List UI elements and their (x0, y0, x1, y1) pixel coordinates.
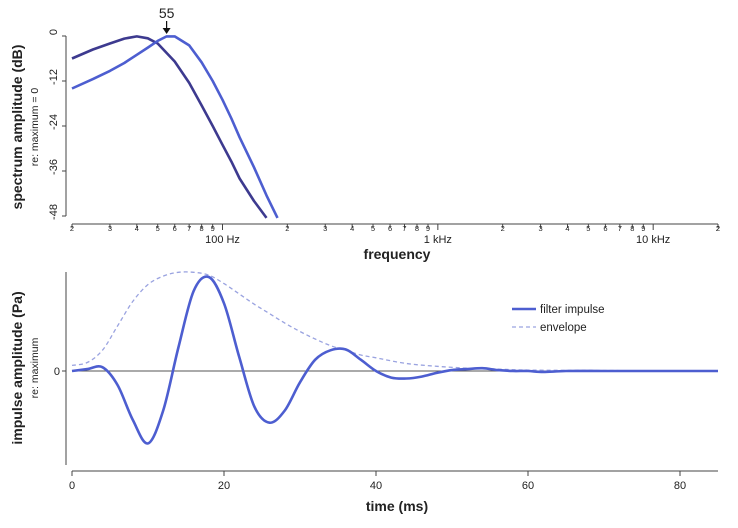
peak-annotation-label: 55 (159, 5, 175, 21)
spectrum-series-line-0 (71, 35, 268, 219)
spectrum-x-minor-label: 9 (426, 224, 430, 233)
impulse-x-tick-label: 0 (69, 480, 75, 492)
spectrum-xlabel: frequency (364, 246, 431, 262)
impulse-ylabel-sub: re: maximum (29, 337, 41, 398)
impulse-y-tick-label: 0 (54, 366, 60, 378)
spectrum-x-minor-label: 2 (716, 224, 720, 233)
spectrum-y-tick-label: 0 (48, 29, 60, 35)
spectrum-x-major-label: 1 kHz (424, 234, 452, 246)
spectrum-x-minor-label: 4 (565, 224, 569, 233)
spectrum-x-minor-label: 3 (323, 224, 327, 233)
spectrum-y-tick-label: -48 (48, 204, 60, 220)
spectrum-x-minor-label: 2 (70, 224, 74, 233)
spectrum-chart: spectrum amplitude (dB) re: maximum = 0 … (9, 5, 720, 262)
impulse-xlabel: time (ms) (366, 498, 428, 514)
spectrum-x-minor-label: 3 (108, 224, 112, 233)
spectrum-series-line-1 (71, 35, 279, 219)
impulse-x-tick-label: 80 (674, 480, 686, 492)
envelope-series-line (71, 271, 719, 372)
spectrum-x-minor-label: 2 (716, 224, 720, 233)
impulse-ylabel: impulse amplitude (Pa) (9, 291, 25, 444)
impulse-chart: impulse amplitude (Pa) re: maximum time … (9, 271, 719, 514)
spectrum-x-minor-label: 9 (211, 224, 215, 233)
spectrum-x-minor-label: 2 (285, 224, 289, 233)
spectrum-x-minor-label: 2 (501, 224, 505, 233)
spectrum-x-minor-label: 7 (618, 224, 622, 233)
spectrum-ylabel: spectrum amplitude (dB) (9, 45, 25, 210)
impulse-x-tick-label: 20 (218, 480, 230, 492)
spectrum-x-minor-label: 7 (187, 224, 191, 233)
spectrum-x-minor-label: 5 (586, 224, 590, 233)
legend-label-1: envelope (540, 322, 587, 334)
spectrum-y-tick-label: -24 (48, 114, 60, 130)
spectrum-x-major-label: 100 Hz (205, 234, 240, 246)
spectrum-x-minor-label: 4 (135, 224, 139, 233)
impulse-x-tick-label: 60 (522, 480, 534, 492)
spectrum-x-minor-label: 6 (603, 224, 607, 233)
legend-label-0: filter impulse (540, 304, 605, 316)
peak-annotation-arrow-head (162, 28, 171, 34)
spectrum-x-minor-label: 8 (200, 224, 204, 233)
impulse-series-line (71, 275, 718, 445)
spectrum-x-minor-label: 7 (402, 224, 406, 233)
spectrum-y-tick-label: -36 (48, 159, 60, 175)
spectrum-x-minor-label: 5 (371, 224, 375, 233)
impulse-x-tick-label: 40 (370, 480, 382, 492)
spectrum-x-minor-label: 4 (350, 224, 354, 233)
spectrum-x-minor-label: 8 (415, 224, 419, 233)
spectrum-ylabel-sub: re: maximum = 0 (29, 88, 41, 167)
spectrum-y-tick-label: -12 (48, 69, 60, 85)
spectrum-x-minor-label: 9 (641, 224, 645, 233)
spectrum-x-major-label: 10 kHz (636, 234, 670, 246)
spectrum-x-minor-label: 6 (173, 224, 177, 233)
spectrum-x-minor-label: 5 (156, 224, 160, 233)
spectrum-x-minor-label: 3 (538, 224, 542, 233)
spectrum-x-minor-label: 6 (388, 224, 392, 233)
spectrum-x-minor-label: 8 (630, 224, 634, 233)
